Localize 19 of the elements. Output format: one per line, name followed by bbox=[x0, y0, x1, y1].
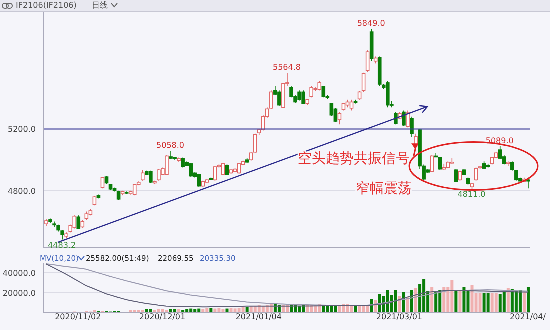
x-tick-label: 2021/03/01 bbox=[376, 312, 423, 322]
annotation: 5564.8 bbox=[273, 62, 301, 72]
y-tick-label: 20000.0 bbox=[2, 288, 36, 298]
annotation: 5089.0 bbox=[486, 136, 514, 146]
annotation: 4483.2 bbox=[48, 240, 76, 250]
chart-subtitle: 日线 bbox=[92, 1, 108, 11]
x-tick-label: 2021/01/04 bbox=[236, 312, 282, 322]
y-tick-label: 5200.0 bbox=[8, 125, 36, 134]
annotation: 5849.0 bbox=[357, 19, 386, 28]
x-tick-label: 2021/04/ bbox=[510, 312, 546, 322]
x-tick-label: 2020/11/02 bbox=[55, 312, 102, 322]
y-tick-label: 40000.0 bbox=[2, 268, 36, 278]
annotation: 空头趋势共振信号 bbox=[298, 151, 410, 167]
annotation: 4811.0 bbox=[458, 190, 486, 200]
chart-title: IF2106(IF2106) bbox=[16, 1, 77, 11]
annotation: 窄幅震荡 bbox=[356, 181, 412, 197]
y-tick-label: 4800.0 bbox=[8, 186, 36, 196]
annotation: 5058.0 bbox=[156, 141, 185, 150]
x-tick-label: 2020/12/01 bbox=[139, 312, 186, 322]
